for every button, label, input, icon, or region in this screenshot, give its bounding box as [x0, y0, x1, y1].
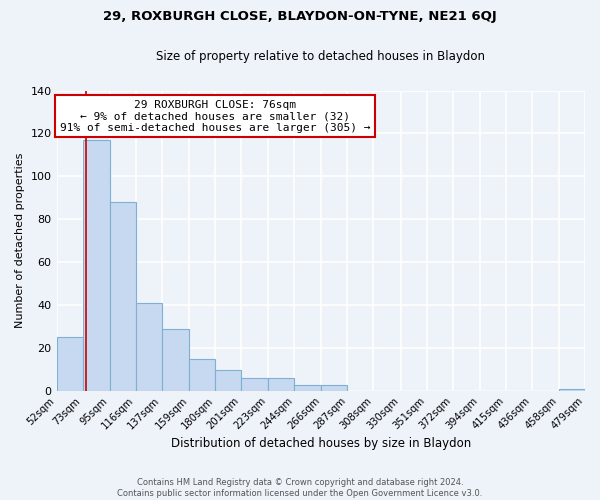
- Bar: [189, 359, 215, 391]
- Bar: [268, 378, 294, 391]
- Bar: [162, 328, 189, 391]
- Bar: [83, 140, 110, 391]
- Bar: [56, 338, 83, 391]
- Bar: [110, 202, 136, 391]
- Bar: [322, 384, 347, 391]
- Bar: [241, 378, 268, 391]
- Bar: [294, 384, 322, 391]
- Text: 29, ROXBURGH CLOSE, BLAYDON-ON-TYNE, NE21 6QJ: 29, ROXBURGH CLOSE, BLAYDON-ON-TYNE, NE2…: [103, 10, 497, 23]
- Bar: [215, 370, 241, 391]
- Bar: [136, 303, 162, 391]
- X-axis label: Distribution of detached houses by size in Blaydon: Distribution of detached houses by size …: [170, 437, 471, 450]
- Y-axis label: Number of detached properties: Number of detached properties: [15, 153, 25, 328]
- Title: Size of property relative to detached houses in Blaydon: Size of property relative to detached ho…: [156, 50, 485, 63]
- Text: 29 ROXBURGH CLOSE: 76sqm
← 9% of detached houses are smaller (32)
91% of semi-de: 29 ROXBURGH CLOSE: 76sqm ← 9% of detache…: [60, 100, 370, 133]
- Bar: [559, 389, 585, 391]
- Text: Contains HM Land Registry data © Crown copyright and database right 2024.
Contai: Contains HM Land Registry data © Crown c…: [118, 478, 482, 498]
